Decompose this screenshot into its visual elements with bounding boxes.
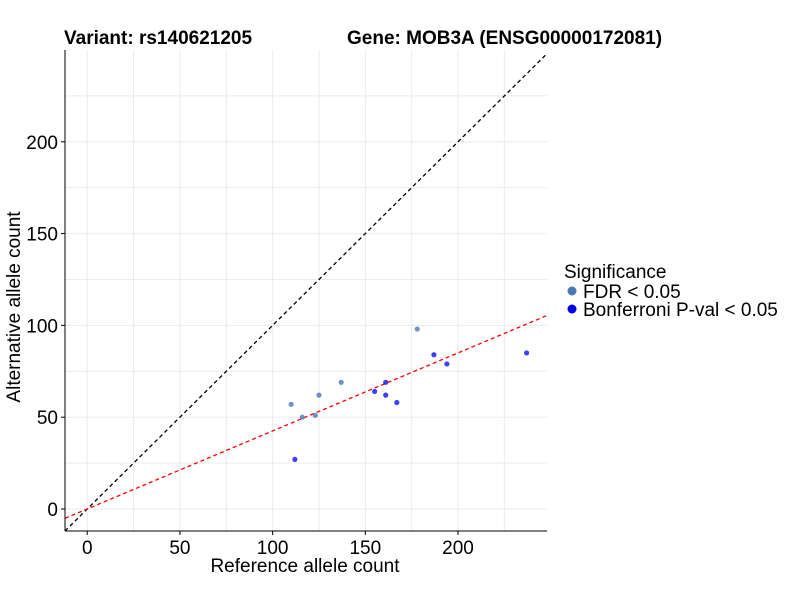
point-fdr (299, 414, 305, 420)
y-tick-label: 200 (26, 133, 58, 154)
x-axis-title: Reference allele count (210, 556, 400, 577)
y-axis-ticks: 0 50 100 150 200 (26, 133, 65, 521)
x-tick-label: 150 (349, 538, 381, 559)
x-tick-label: 100 (257, 538, 289, 559)
grid (65, 50, 547, 531)
point-fdr (312, 412, 318, 418)
legend-label-bonferroni: Bonferroni P-val < 0.05 (583, 300, 778, 321)
points (288, 326, 530, 463)
x-tick-label: 50 (169, 538, 190, 559)
identity-line (64, 53, 548, 532)
legend-swatch-bonferroni (567, 304, 577, 314)
point-fdr (338, 379, 344, 385)
legend-title: Significance (564, 262, 666, 283)
point-bonferroni (383, 392, 389, 398)
legend-swatch-fdr (567, 286, 577, 296)
point-bonferroni (444, 361, 450, 367)
point-fdr (288, 401, 294, 407)
point-bonferroni (524, 350, 530, 356)
x-tick-label: 200 (442, 538, 474, 559)
x-axis-ticks: 0 50 100 150 200 (82, 531, 474, 559)
axes (64, 50, 547, 532)
y-tick-label: 0 (47, 500, 58, 521)
point-bonferroni (431, 352, 437, 358)
y-tick-label: 100 (26, 316, 58, 337)
y-tick-label: 50 (37, 408, 58, 429)
fit-line (64, 314, 548, 519)
reference-lines (64, 53, 548, 532)
point-bonferroni (394, 399, 400, 406)
variant-title: Variant: rs140621205 (64, 28, 252, 49)
point-bonferroni (383, 379, 389, 385)
legend-label-fdr: FDR < 0.05 (583, 282, 681, 303)
gene-title: Gene: MOB3A (ENSG00000172081) (347, 28, 662, 49)
y-axis-title: Alternative allele count (4, 211, 25, 403)
point-fdr (414, 326, 420, 332)
point-bonferroni (371, 388, 378, 395)
point-bonferroni (292, 456, 298, 463)
point-fdr (316, 392, 322, 398)
y-tick-label: 150 (26, 225, 58, 246)
legend: Significance FDR < 0.05 Bonferroni P-val… (564, 262, 778, 321)
x-tick-label: 0 (82, 538, 93, 559)
